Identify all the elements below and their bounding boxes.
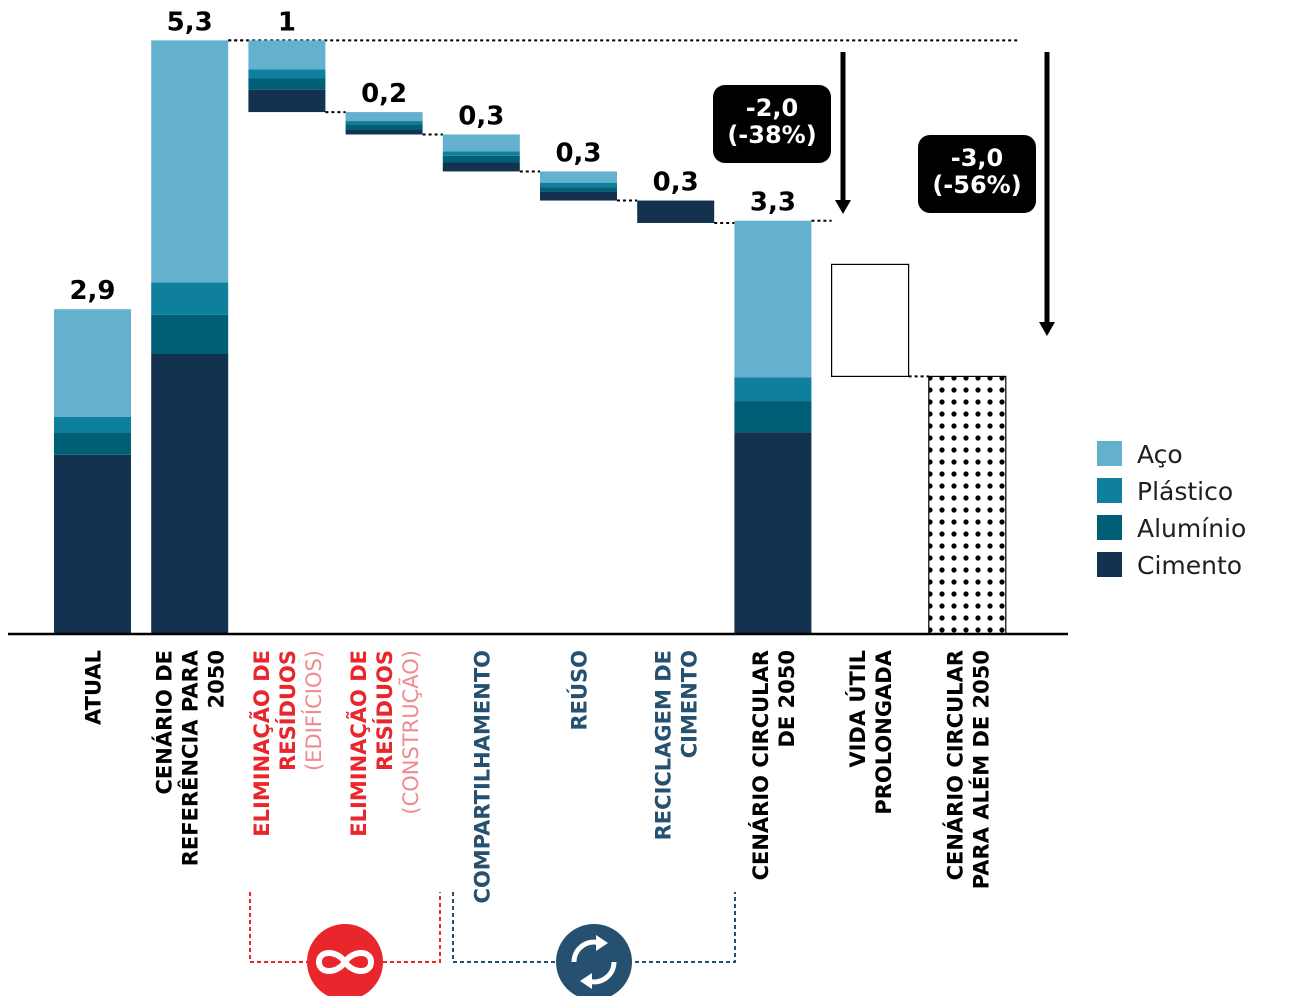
bar-cimento (248, 89, 326, 113)
bar-plástico (442, 151, 520, 156)
value-label: 2,9 (69, 276, 115, 306)
legend-label: Plástico (1137, 477, 1233, 506)
category-label: CENÁRIO CIRCULAR PARA ALÉM DE 2050 (942, 650, 993, 889)
bar-cimento (734, 432, 812, 634)
category-label: ATUAL (82, 650, 106, 725)
category-label-line: ELIMINAÇÃO DE (249, 650, 274, 837)
value-label: 3,3 (750, 188, 796, 218)
bar-aço (442, 134, 520, 152)
bar-alumínio (345, 124, 423, 130)
legend-swatch (1097, 478, 1122, 503)
bar-alumínio (151, 314, 229, 354)
value-label: 0,3 (458, 101, 504, 131)
category-label: REÚSO (567, 650, 592, 731)
category-label: COMPARTILHAMENTO (470, 650, 494, 903)
arrow-head-icon (1039, 322, 1055, 336)
bar-plástico (540, 182, 617, 188)
bar-aço (734, 220, 812, 378)
category-label-line: REFERÊNCIA PARA (178, 649, 203, 866)
bar-alumínio (540, 187, 617, 192)
category-label-line: RECICLAGEM DE (652, 650, 676, 840)
category-label-line: PROLONGADA (872, 649, 896, 814)
category-label-line: REÚSO (567, 650, 592, 731)
category-label: ELIMINAÇÃO DE RESÍDUOS (CONSTRUÇÃO) (346, 650, 423, 837)
bar-alumínio (248, 78, 326, 90)
legend-label: Alumínio (1137, 514, 1246, 543)
category-label: RECICLAGEM DE CIMENTO (652, 650, 702, 840)
arrow-head-icon (835, 200, 851, 214)
bar-aço (540, 171, 617, 183)
callout-box (713, 85, 831, 163)
category-label-line: CIMENTO (678, 650, 702, 758)
cycle-arrows-icon (556, 924, 632, 996)
bar-alumínio (54, 432, 131, 455)
bar-plástico (734, 377, 812, 402)
category-label: ELIMINAÇÃO DE RESÍDUOS (EDIFÍCIOS) (249, 650, 326, 837)
category-label-line: RESÍDUOS (275, 650, 300, 771)
bar-alumínio (442, 155, 520, 163)
category-label-line: COMPARTILHAMENTO (470, 650, 494, 903)
bar-alumínio (734, 401, 812, 433)
infinity-symbol (315, 950, 375, 974)
category-label-line: VIDA ÚTIL (845, 650, 870, 768)
bar-cimento (442, 162, 520, 172)
bar-cimento (540, 191, 617, 201)
bar-plástico (54, 416, 131, 433)
bar-aço (345, 112, 423, 122)
value-label: 1 (278, 7, 296, 37)
bar-plástico (345, 121, 423, 125)
bar-cimento (54, 454, 131, 634)
bar-cimento (345, 130, 423, 135)
category-label: CENÁRIO CIRCULAR DE 2050 (748, 650, 799, 880)
category-sublabel: (EDIFÍCIOS) (301, 650, 326, 771)
callout-text: -2,0 (746, 94, 798, 122)
bar-aço (248, 40, 326, 70)
legend-label: Aço (1137, 440, 1183, 469)
outline-step-bar (830, 263, 910, 377)
bar-cimento (637, 200, 715, 223)
legend-swatch (1097, 515, 1122, 540)
legend-swatch (1097, 441, 1122, 466)
category-label-line: PARA ALÉM DE 2050 (968, 650, 993, 889)
category-label-line: 2050 (205, 650, 229, 708)
legend-label: Cimento (1137, 551, 1242, 580)
category-label-line: CENÁRIO CIRCULAR (942, 650, 967, 880)
category-label-line: ELIMINAÇÃO DE (346, 650, 371, 837)
bar-aço (151, 40, 229, 283)
category-sublabel: (CONSTRUÇÃO) (397, 650, 423, 815)
bar-cimento (151, 354, 229, 634)
legend-swatch (1097, 552, 1122, 577)
bar-plástico (248, 69, 326, 79)
category-label-line: CENÁRIO CIRCULAR (748, 650, 773, 880)
category-label-line: DE 2050 (775, 650, 799, 748)
callout-text: (-56%) (932, 171, 1021, 199)
callout-box (918, 135, 1036, 213)
category-label-line: ATUAL (82, 650, 106, 725)
callout-text: (-38%) (727, 121, 816, 149)
category-label: VIDA ÚTIL PROLONGADA (845, 649, 896, 814)
value-label: 0,3 (555, 138, 601, 168)
bar-plástico (151, 282, 229, 315)
category-label-line: RESÍDUOS (372, 650, 397, 771)
dotted-result-bar (928, 375, 1007, 635)
value-label: 0,3 (653, 168, 699, 198)
cycle-arrowhead (596, 935, 608, 951)
value-label: 0,2 (361, 79, 407, 109)
cycle-arrowhead (580, 973, 592, 989)
bar-aço (54, 309, 131, 417)
category-label: CENÁRIO DE REFERÊNCIA PARA 2050 (152, 649, 229, 866)
value-label: 5,3 (167, 7, 213, 37)
callout-text: -3,0 (951, 144, 1003, 172)
category-label-line: CENÁRIO DE (152, 650, 177, 795)
